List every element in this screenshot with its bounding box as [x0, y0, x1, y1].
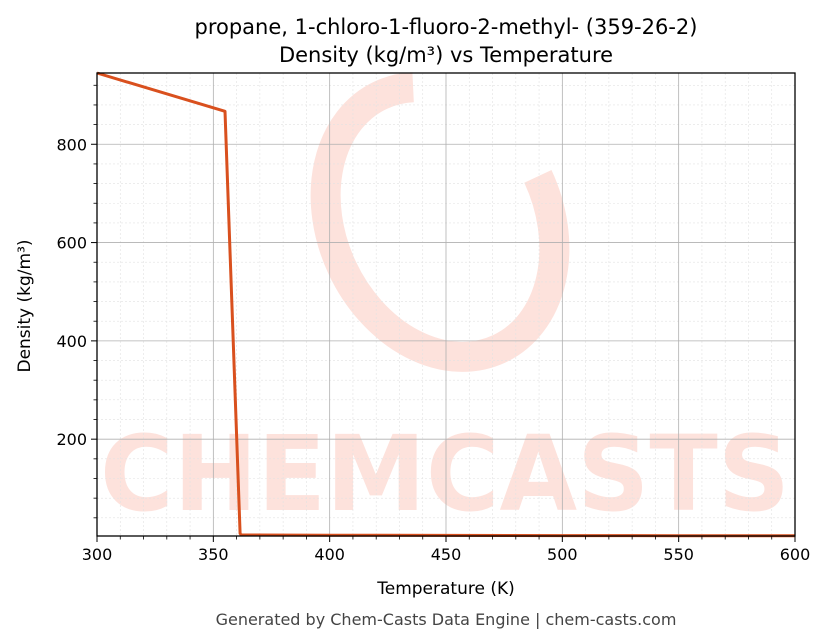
x-tick-label: 500: [547, 545, 578, 564]
y-axis-label: Density (kg/m³): [15, 239, 35, 372]
axis-ticks: 300 350 400 450 500 550 600 200 400 600 800: [56, 84, 811, 564]
y-tick-label: 600: [56, 234, 87, 253]
x-tick-label: 300: [82, 545, 113, 564]
x-tick-label: 600: [780, 545, 811, 564]
x-axis-label: Temperature (K): [376, 579, 515, 599]
y-tick-label: 400: [56, 332, 87, 351]
y-tick-label: 200: [56, 430, 87, 449]
chart-title-line1: propane, 1-chloro-1-fluoro-2-methyl- (35…: [195, 15, 698, 39]
x-tick-label: 550: [663, 545, 694, 564]
major-grid: [97, 73, 795, 536]
x-tick-label: 450: [431, 545, 462, 564]
x-tick-label: 400: [314, 545, 345, 564]
chemcasts-watermark: CHEMCASTS: [100, 72, 790, 535]
watermark-text: CHEMCASTS: [100, 413, 790, 535]
y-tick-label: 800: [56, 135, 87, 154]
footer-credit: Generated by Chem-Casts Data Engine | ch…: [216, 610, 677, 629]
chart-title-line2: Density (kg/m³) vs Temperature: [279, 43, 613, 67]
x-tick-label: 350: [198, 545, 229, 564]
